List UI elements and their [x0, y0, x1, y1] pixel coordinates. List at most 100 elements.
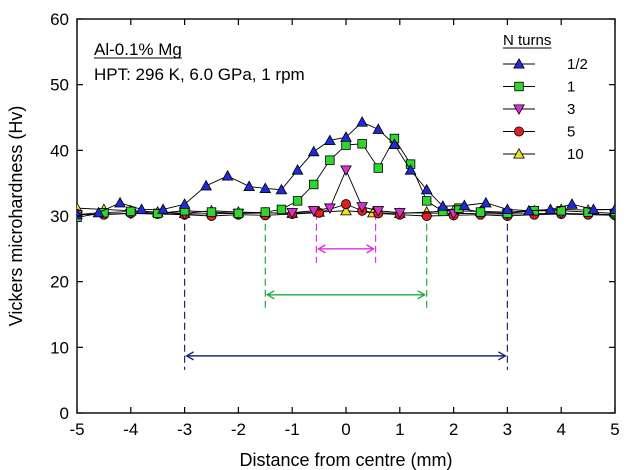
range-arrowhead-left — [316, 244, 326, 254]
x-tick-label: -4 — [123, 420, 138, 439]
series-line — [77, 203, 615, 217]
series-0 — [77, 116, 615, 220]
range-marker-1 — [264, 212, 428, 309]
x-tick-label: -5 — [69, 420, 84, 439]
data-point — [357, 139, 367, 149]
x-tick-label: 4 — [556, 420, 565, 439]
data-point — [373, 163, 383, 173]
legend-label: 1/2 — [567, 56, 588, 73]
data-point — [292, 196, 303, 206]
legend: N turns 1/2 1 3 5 10 — [503, 32, 588, 163]
x-tick-label: -3 — [177, 420, 192, 439]
data-point — [323, 134, 336, 146]
x-tick-label: 5 — [610, 420, 619, 439]
legend-label: 5 — [567, 124, 575, 141]
data-point — [340, 165, 352, 177]
x-tick-label: -2 — [231, 420, 246, 439]
data-point — [475, 207, 486, 217]
data-point — [388, 138, 401, 149]
y-axis-title: Vickers microhardness (Hv) — [6, 106, 26, 327]
data-point — [114, 196, 126, 208]
data-point — [501, 203, 514, 214]
data-point — [372, 123, 385, 134]
data-point — [609, 203, 615, 214]
data-point — [286, 208, 299, 219]
y-tick-label: 50 — [50, 76, 69, 95]
data-point — [480, 196, 492, 208]
y-tick-label: 20 — [50, 273, 69, 292]
data-point — [372, 206, 385, 217]
data-point — [221, 169, 234, 181]
x-tick-label: 0 — [341, 420, 350, 439]
x-tick-label: 2 — [449, 420, 458, 439]
legend-entry: 1/2 — [503, 56, 588, 73]
data-point — [421, 196, 432, 206]
data-point — [309, 179, 319, 190]
legend-marker — [514, 81, 524, 92]
data-point — [544, 203, 557, 214]
range-arrowhead-left — [185, 351, 194, 361]
legend-label: 10 — [567, 146, 584, 163]
data-point — [566, 198, 578, 209]
range-markers — [184, 212, 508, 370]
data-point — [356, 202, 369, 213]
x-tick-label: -1 — [285, 420, 300, 439]
x-axis-title: Distance from centre (mm) — [239, 450, 452, 470]
material-annotation: Al-0.1% Mg — [94, 40, 182, 59]
data-point — [341, 140, 351, 150]
legend-marker — [514, 126, 525, 137]
range-arrowhead-right — [417, 290, 427, 300]
legend-entry: 1 — [503, 79, 575, 96]
data-point — [259, 182, 272, 193]
y-tick-label: 60 — [50, 10, 69, 29]
legend-title: N turns — [503, 32, 551, 49]
data-point — [393, 208, 406, 219]
legend-marker — [513, 147, 525, 159]
data-point — [135, 203, 148, 214]
legend-entry: 10 — [503, 146, 584, 163]
data-series — [77, 116, 615, 223]
x-tick-label: 3 — [503, 420, 512, 439]
data-point — [420, 183, 433, 195]
data-point — [291, 164, 304, 175]
data-point — [436, 200, 449, 211]
range-marker-2 — [315, 212, 377, 263]
data-point — [356, 116, 369, 127]
data-point — [157, 203, 169, 214]
range-marker-0 — [184, 212, 508, 370]
y-tick-label: 30 — [50, 207, 69, 226]
data-point — [92, 206, 105, 218]
conditions-annotation: HPT: 296 K, 6.0 GPa, 1 rpm — [94, 65, 305, 84]
data-point — [200, 179, 212, 191]
data-point — [587, 203, 600, 214]
data-point — [307, 206, 320, 217]
data-point — [404, 164, 417, 175]
data-point — [307, 145, 320, 157]
data-point — [523, 204, 535, 216]
data-point — [421, 210, 432, 221]
data-point — [323, 203, 336, 215]
x-tick-label: 1 — [395, 420, 404, 439]
legend-label: 1 — [567, 79, 575, 96]
legend-entry: 3 — [503, 101, 575, 118]
range-arrowhead-right — [366, 244, 376, 254]
data-point — [275, 183, 288, 195]
y-tick-label: 40 — [50, 141, 69, 160]
range-arrowhead-left — [265, 290, 275, 300]
y-tick-label: 10 — [50, 338, 69, 357]
data-point — [340, 199, 351, 210]
legend-marker — [513, 104, 525, 116]
data-point — [206, 207, 217, 217]
legend-entry: 5 — [503, 124, 575, 141]
range-arrowhead-right — [498, 351, 507, 361]
data-point — [243, 180, 256, 192]
data-point — [340, 131, 352, 142]
data-point — [126, 206, 136, 217]
data-point — [325, 155, 335, 165]
data-point — [276, 204, 287, 215]
y-tick-label: 0 — [60, 404, 69, 423]
data-point — [178, 198, 191, 209]
legend-marker — [513, 57, 525, 69]
